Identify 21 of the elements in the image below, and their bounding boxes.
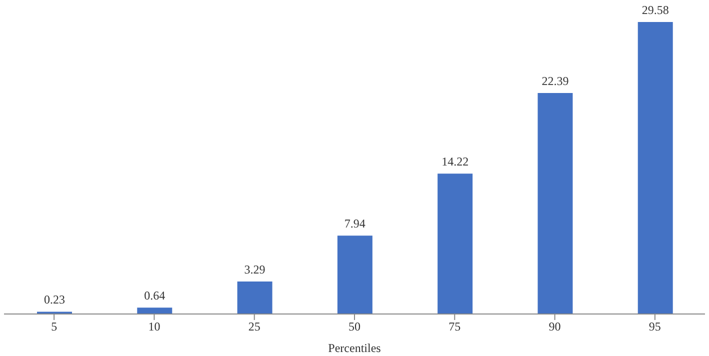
x-tick-label: 75 bbox=[448, 320, 461, 334]
x-tick-label: 90 bbox=[548, 320, 561, 334]
x-tick-label: 95 bbox=[648, 320, 661, 334]
bar bbox=[638, 22, 673, 314]
data-label: 7.94 bbox=[344, 216, 366, 231]
x-tick-label: 50 bbox=[348, 320, 360, 334]
data-label: 3.29 bbox=[244, 262, 266, 277]
data-label: 22.39 bbox=[542, 74, 569, 88]
x-axis-title: Percentiles bbox=[328, 341, 382, 355]
bar bbox=[538, 92, 573, 314]
bar bbox=[438, 174, 473, 314]
x-tick-label: 5 bbox=[51, 320, 58, 334]
bar bbox=[137, 308, 172, 314]
x-tick-label: 25 bbox=[248, 320, 260, 334]
x-tick-label: 10 bbox=[148, 320, 160, 334]
bar bbox=[237, 282, 272, 314]
data-label: 0.64 bbox=[144, 288, 166, 303]
bar bbox=[337, 236, 372, 314]
data-label: 0.23 bbox=[44, 292, 65, 307]
data-label: 14.22 bbox=[442, 154, 469, 169]
data-label: 29.58 bbox=[642, 3, 669, 17]
